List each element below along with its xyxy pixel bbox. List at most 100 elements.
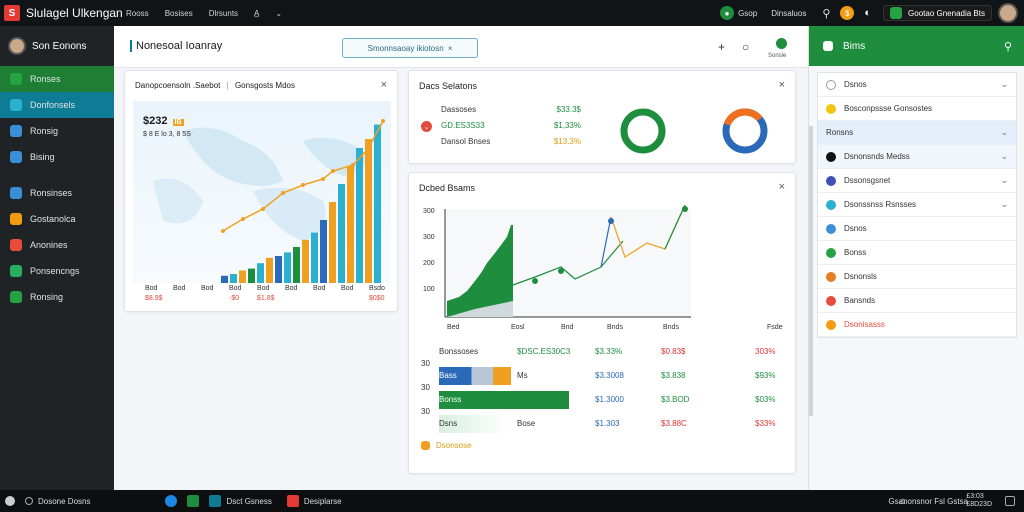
map-bar [311,232,318,283]
map-trend-point [366,147,370,151]
map-bar [230,274,237,283]
taskbar-app[interactable]: Dsct Gsness [226,496,272,506]
add-button[interactable]: + [718,40,726,54]
right-panel-item[interactable]: Ronsns ⌄ [818,121,1016,145]
right-panel-item[interactable]: Bosconpssse Gonsostes [818,97,1016,121]
app-logo-icon[interactable]: S [4,5,20,21]
top-right-controls: ● Gsop Dinsaluos ⚲ $ ◐ Gootao Gnenadia B… [720,0,1024,26]
item-icon [826,271,836,282]
right-panel-item[interactable]: Dsnos [818,217,1016,241]
chart-card: Dcbed Bsams × 300 300 200 100 Bed Eosl Bnd Bnds… [408,172,796,474]
notification-icon[interactable] [1005,496,1015,506]
series-point [608,218,614,224]
sales-row: Dansol Bnses $13.3% [441,137,581,153]
chevron-down-icon[interactable]: ⌄ [1000,127,1008,137]
start-icon[interactable] [5,496,15,506]
sidebar-item[interactable]: Bising [0,144,114,170]
right-panel: Bims ⚲ Dsnos ⌄ Bosconpssse Gonsostes Ronsns… [808,26,1024,490]
right-panel-item[interactable]: Dsnos ⌄ [818,73,1016,97]
user-avatar[interactable] [998,3,1018,23]
map-bar [365,139,372,283]
sidebar-item[interactable]: Ronses [0,66,114,92]
sidebar-item-icon [10,213,22,225]
donut-green [620,108,666,154]
app-icon[interactable] [187,495,200,507]
sidebar-item[interactable]: Ronsig [0,118,114,144]
row-number: 30 [421,407,430,416]
home-icon[interactable] [823,41,833,51]
sidebar-item-icon [10,151,22,163]
top-menu-item[interactable]: Bosises [164,8,193,18]
table-cell: $93% [755,371,776,380]
item-icon [826,199,836,210]
sidebar-item[interactable]: Ronsing [0,284,114,310]
chevron-down-icon[interactable]: ⌄ [275,8,283,18]
item-label: Dsnonsnds Medss [844,152,910,161]
right-panel-item[interactable]: Dsnonsls [818,265,1016,289]
right-panel-item[interactable]: Bansnds [818,289,1016,313]
top-link[interactable]: Gsop [738,8,758,18]
chart-footer[interactable]: Dsonsose [421,441,472,450]
y-tick-label: 100 [423,286,435,293]
tab-active[interactable]: Smonnsaoay ikiotosn × [342,38,478,58]
chevron-down-icon[interactable]: ⌄ [1000,175,1008,185]
status-icon[interactable]: ● [720,6,735,20]
chevron-down-icon[interactable]: ⌄ [1000,79,1008,89]
taskbar-app[interactable]: Desiplarse [303,496,342,506]
map-bar [248,268,255,283]
top-menu-item[interactable]: A̲ [254,8,260,18]
search-icon[interactable]: ○ [742,40,750,54]
right-panel-item[interactable]: Bonss [818,241,1016,265]
x-tick-label: Bod [173,285,186,292]
right-panel-item[interactable]: Dsnonsnds Medss ⌄ [818,145,1016,169]
link-icon[interactable]: ⚲ [822,7,831,20]
x-tick-label: Fsde [767,324,783,331]
series-point [532,278,538,284]
theme-icon[interactable]: ◐ [864,7,872,19]
map-bar [338,184,345,283]
map-card-title: Danopcoensoln .Saebot | Gonsgosts Mdos [135,81,295,90]
close-icon[interactable]: × [447,43,453,53]
map-card: Danopcoensoln .Saebot | Gonsgosts Mdos ×… [124,70,398,312]
profile[interactable]: Son Eonons [0,26,114,66]
x-tick-label: Bnds [607,324,623,331]
account-pill[interactable]: Gootao Gnenadia Bts [883,5,992,21]
sidebar-item-icon [10,265,22,277]
chevron-down-icon[interactable]: ⌄ [1000,199,1008,209]
close-icon[interactable]: × [778,181,785,193]
home-icon[interactable]: ⌂ [899,495,906,507]
app-icon[interactable] [209,495,222,507]
sidebar-item[interactable]: Donfonsels [0,92,114,118]
sidebar-item[interactable]: Ronsinses [0,180,114,206]
close-icon[interactable]: × [778,79,785,91]
sidebar-item[interactable]: Anonines [0,232,114,258]
top-menu-item[interactable]: Dlrsunts [208,8,239,18]
table-cell: Bonss [439,395,462,404]
sidebar-item[interactable]: Ponsencngs [0,258,114,284]
table-cell: Dsns [439,419,458,428]
sidebar-item[interactable]: Gostanolca [0,206,114,232]
row-number: 30 [421,359,430,368]
sales-row-label: Dassoses [441,105,477,114]
chevron-down-icon[interactable]: ⌄ [1000,151,1008,161]
sales-row: Dassoses $33.3$ [441,105,581,121]
search-icon[interactable]: ⚲ [1003,40,1012,53]
right-panel-item[interactable]: Dsonisasss [818,313,1016,337]
app-icon[interactable] [286,495,299,507]
top-menu-item[interactable]: Rooss [126,8,149,18]
right-panel-item[interactable]: Dsonssnss Rsnsses ⌄ [818,193,1016,217]
scrollbar[interactable] [809,126,813,416]
right-panel-item[interactable]: Dssonsgsnet ⌄ [818,169,1016,193]
sidebar-item-icon [10,73,22,85]
close-icon[interactable]: × [380,79,387,91]
browser-icon[interactable] [165,495,178,507]
taskbar-label[interactable]: Dosone Dosns [38,496,91,506]
sidebar-item-icon [10,125,22,137]
top-link[interactable]: Dinsaluos [771,8,807,18]
sales-rows: Dassoses $33.3$ GD.ES3S33 $1,33% Dansol Bnse… [441,105,581,153]
map-land [153,178,203,224]
item-icon [826,175,836,186]
coin-icon[interactable]: $ [840,6,855,20]
search-icon[interactable] [25,497,33,505]
table-cell: $DSC.ES30C3 [517,347,571,356]
